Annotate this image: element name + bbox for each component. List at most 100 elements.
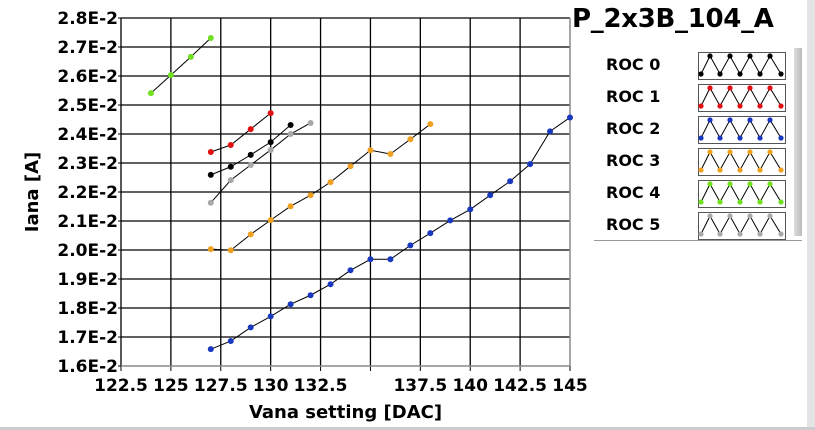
swatch-point [698,167,704,173]
y-tick-label: 2.4E-2 [57,125,118,145]
swatch-point [747,85,753,91]
data-point [227,142,234,149]
swatch-point [767,53,773,59]
legend-swatch [698,84,786,112]
swatch-point [698,199,704,205]
data-point [167,72,174,79]
data-point [267,217,274,224]
swatch-point [727,85,733,91]
swatch-point [778,167,784,173]
data-point [287,301,294,308]
data-point [387,256,394,263]
series-roc-1 [207,110,274,155]
swatch-point [737,103,743,109]
legend-swatch [698,52,786,80]
series-roc-4 [147,35,214,97]
series-line [210,122,311,204]
data-point [247,231,254,238]
x-tick-label: 140 [452,376,488,396]
data-point [387,151,394,158]
swatch-point [707,85,713,91]
legend-swatch [698,180,786,208]
legend-label: ROC 1 [606,87,661,106]
swatch-point [727,117,733,123]
swatch-point [737,199,743,205]
x-tick-label: 137.5 [393,376,447,396]
swatch-point [767,213,773,219]
y-tick-label: 2.6E-2 [57,67,118,87]
x-tick-label: 142.5 [493,376,547,396]
swatch-point [737,135,743,141]
legend-swatch [698,148,786,176]
swatch-point [737,167,743,173]
data-point [487,192,494,199]
swatch-point [778,71,784,77]
swatch-point [757,103,763,109]
swatch-point [778,135,784,141]
series-line [150,37,212,94]
swatch-point [778,199,784,205]
swatch-point [737,71,743,77]
y-tick-label: 2.8E-2 [57,9,118,29]
data-point [367,256,374,263]
swatch-point [727,181,733,187]
legend-item[interactable]: ROC 2 [594,114,794,144]
y-tick-label: 2.0E-2 [57,241,118,261]
swatch-point [747,181,753,187]
swatch-point [727,213,733,219]
y-tick-label: 1.8E-2 [57,299,118,319]
legend-label: ROC 2 [606,119,661,138]
swatch-point [767,181,773,187]
legend-swatch [698,116,786,144]
series-line [210,123,431,251]
data-point [287,122,294,129]
x-tick-label: 125 [153,376,189,396]
swatch-point [717,103,723,109]
x-axis-label: Vana setting [DAC] [249,402,442,423]
x-tick-label: 145 [552,376,588,396]
data-point [247,151,254,158]
data-point [267,313,274,320]
data-point [287,131,294,137]
swatch-point [757,199,763,205]
swatch-point [707,213,713,219]
swatch-point [757,71,763,77]
x-tick-label: 130 [253,376,289,396]
legend-item[interactable]: ROC 0 [594,50,794,80]
legend-item[interactable]: ROC 4 [594,178,794,208]
data-point [447,217,454,224]
legend-item[interactable]: ROC 1 [594,82,794,112]
x-tick-label: 127.5 [194,376,248,396]
data-point [547,128,554,135]
swatch-point [717,199,723,205]
data-point [307,192,314,199]
legend-label: ROC 5 [606,215,661,234]
data-point [427,230,434,237]
series-roc-5 [207,119,314,206]
data-point [187,53,194,60]
data-point [307,119,314,126]
data-point [407,136,414,143]
data-point [427,121,434,128]
data-point [227,247,234,254]
x-tick-label: 132.5 [294,376,348,396]
data-point [267,110,274,117]
data-point [227,177,234,184]
swatch-point [698,103,704,109]
y-tick-label: 2.5E-2 [57,96,118,116]
swatch-point [707,117,713,123]
swatch-point [747,149,753,155]
data-point [347,163,354,170]
swatch-point [747,117,753,123]
data-point [247,324,254,331]
swatch-point [698,71,704,77]
data-point [287,203,294,210]
legend-item[interactable]: ROC 5 [594,210,794,240]
swatch-point [778,103,784,109]
legend-scrollbar[interactable] [794,48,802,236]
data-point [507,178,514,185]
swatch-point [717,231,723,237]
legend-item[interactable]: ROC 3 [594,146,794,176]
data-point [207,35,214,42]
data-point [207,246,214,253]
